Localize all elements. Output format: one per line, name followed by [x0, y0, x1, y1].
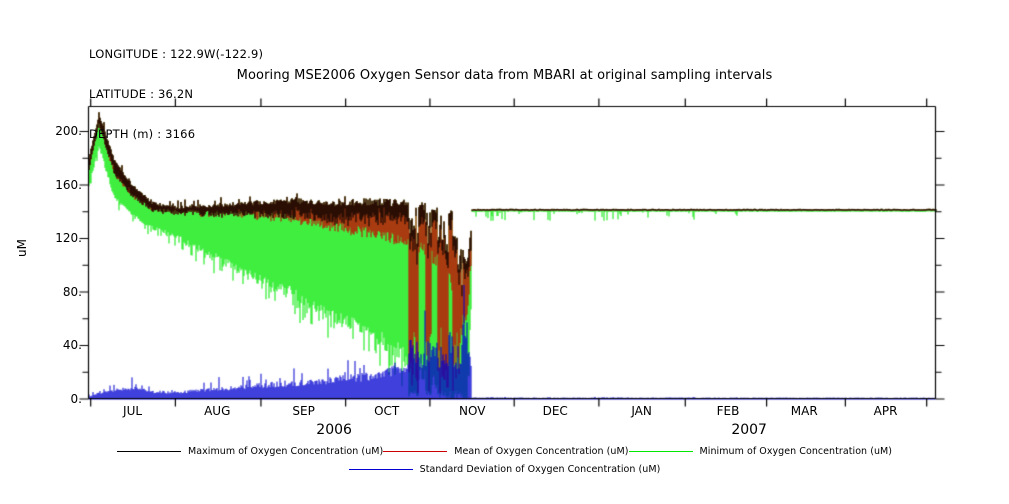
legend-item-minimum: Minimum of Oxygen Concentration (uM) — [628, 446, 893, 457]
station-metadata: LONGITUDE : 122.9W(-122.9) LATITUDE : 36… — [89, 22, 263, 167]
y-tick-label: 200. — [55, 124, 82, 138]
legend-label-minimum: Minimum of Oxygen Concentration (uM) — [699, 446, 893, 457]
x-tick-label: APR — [873, 404, 898, 418]
depth-text: DEPTH (m) : 3166 — [89, 126, 196, 141]
legend-line-minimum — [628, 451, 693, 452]
y-tick-label: 120. — [55, 231, 82, 245]
chart-title: Mooring MSE2006 Oxygen Sensor data from … — [236, 68, 773, 83]
legend-label-mean: Mean of Oxygen Concentration (uM) — [454, 446, 629, 457]
legend-item-maximum: Maximum of Oxygen Concentration (uM) — [116, 446, 384, 457]
x-tick-label: OCT — [374, 404, 400, 418]
x-tick-label: MAR — [790, 404, 818, 418]
x-tick-label: JAN — [631, 404, 652, 418]
legend-line-mean — [383, 451, 448, 452]
legend-item-mean: Mean of Oxygen Concentration (uM) — [383, 446, 628, 457]
legend-row-primary: Maximum of Oxygen Concentration (uM) Mea… — [0, 446, 1009, 457]
legend-label-stdev: Standard Deviation of Oxygen Concentrati… — [419, 464, 661, 475]
x-tick-label: SEP — [292, 404, 315, 418]
x-tick-label: AUG — [204, 404, 231, 418]
legend-line-maximum — [116, 451, 181, 452]
legend-row-secondary: Standard Deviation of Oxygen Concentrati… — [0, 464, 1009, 475]
legend-label-maximum: Maximum of Oxygen Concentration (uM) — [187, 446, 384, 457]
x-tick-label: JUL — [123, 404, 143, 418]
x-tick-label: FEB — [716, 404, 740, 418]
x-axis-year-label: 2007 — [731, 422, 767, 438]
longitude-text: LONGITUDE : 122.9W(-122.9) — [89, 47, 264, 62]
x-tick-label: NOV — [458, 404, 486, 418]
y-tick-label: 40. — [62, 338, 82, 352]
y-axis-tick-labels: 200. 160. 120. 80. 40. 0. — [32, 0, 82, 504]
legend-item-stdev: Standard Deviation of Oxygen Concentrati… — [348, 464, 661, 475]
y-tick-label: 0. — [70, 391, 82, 406]
x-tick-label: DEC — [542, 404, 568, 418]
y-axis-label: uM — [15, 239, 29, 257]
y-tick-label: 160. — [55, 177, 82, 192]
y-tick-label: 80. — [62, 284, 82, 299]
x-axis-year-label: 2006 — [316, 422, 352, 438]
legend-line-stdev — [348, 469, 413, 470]
latitude-text: LATITUDE : 36.2N — [89, 87, 194, 102]
